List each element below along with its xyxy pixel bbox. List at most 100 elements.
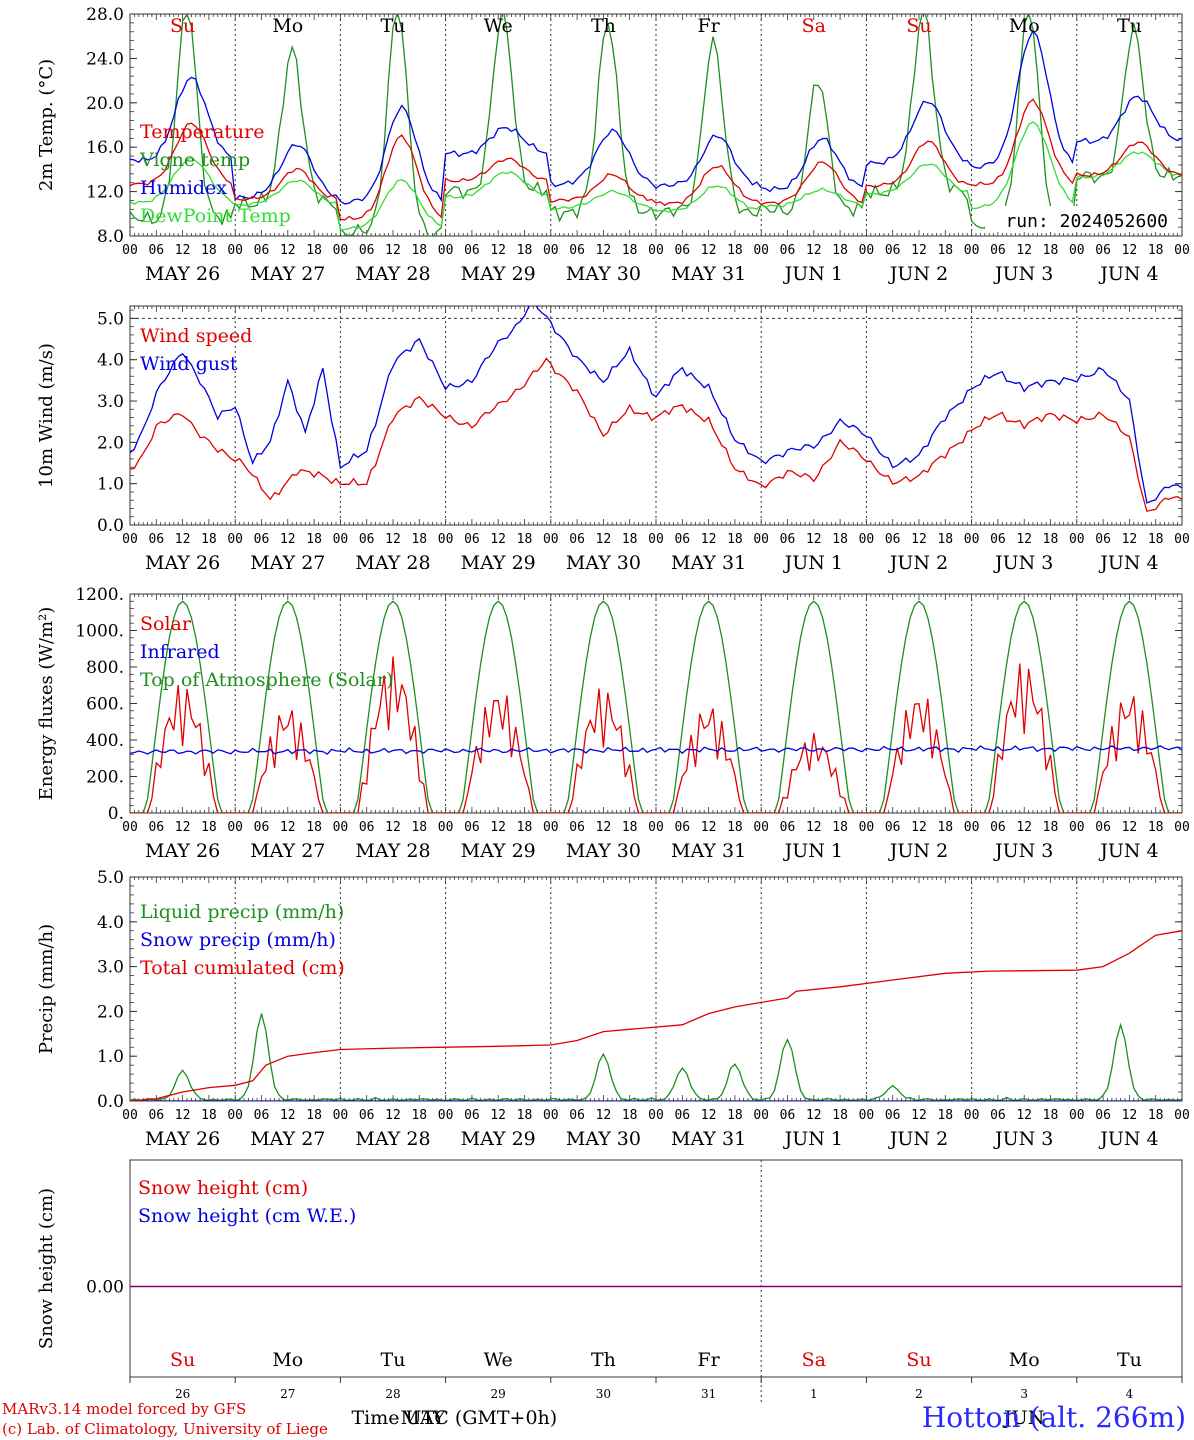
weekday-label: Fr [697,1349,720,1371]
x-hour-label: 06 [148,820,164,835]
x-hour-label: 18 [1043,1108,1059,1123]
x-hour-label: 06 [780,532,796,547]
series-vigne-temp [130,14,1182,236]
y-tick-label: 800. [86,658,124,678]
x-hour-label: 06 [464,243,480,258]
x-hour-label: 18 [622,532,638,547]
series-humidex [130,29,1182,205]
x-hour-label: 06 [674,1108,690,1123]
x-hour-label: 12 [175,1108,191,1123]
x-date-label: JUN 2 [888,1128,948,1150]
legend-entry: Snow height (cm) [138,1177,308,1199]
x-hour-label: 12 [596,243,612,258]
x-hour-label: 00 [227,1108,243,1123]
x-hour-label: 00 [964,1108,980,1123]
x-hour-label: 12 [1122,1108,1138,1123]
x-hour-label: 00 [859,243,875,258]
x-hour-label: 00 [1069,820,1085,835]
x-hour-label: 00 [753,1108,769,1123]
weekday-label: Mo [272,1349,303,1371]
x-hour-label: 00 [1174,820,1190,835]
day-number-label: 31 [701,1387,716,1401]
x-hour-label: 12 [385,1108,401,1123]
legend-entry: Wind speed [140,325,252,347]
x-hour-label: 12 [701,820,717,835]
series-group [130,306,1182,512]
x-hour-label: 12 [490,243,506,258]
x-hour-label: 12 [701,243,717,258]
x-hour-label: 18 [727,820,743,835]
x-hour-label: 00 [648,243,664,258]
x-hour-label: 00 [543,243,559,258]
x-hour-label: 18 [1148,532,1164,547]
x-hour-label: 18 [306,532,322,547]
series-infrared [130,745,1182,755]
weekday-label: Su [906,15,931,37]
x-hour-label: 18 [937,1108,953,1123]
x-hour-label: 00 [964,820,980,835]
series-top-of-atmosphere-solar- [130,600,1182,813]
x-hour-label: 12 [280,532,296,547]
weekday-label: Th [591,1349,616,1371]
weekday-label: Sa [802,15,826,37]
x-date-label: JUN 3 [993,263,1053,285]
x-date-label: JUN 3 [993,840,1053,862]
weekday-label: Tu [381,1349,406,1371]
x-hour-label: 06 [148,1108,164,1123]
y-tick-label: 600. [86,695,124,715]
x-hour-label: 00 [753,820,769,835]
x-hour-label: 00 [1174,532,1190,547]
y-axis-label: 2m Temp. (°C) [36,59,57,191]
x-hour-label: 12 [911,1108,927,1123]
weekday-label: Su [906,1349,931,1371]
x-date-label: MAY 30 [566,552,641,574]
x-hour-label: 06 [148,243,164,258]
x-hour-label: 06 [569,532,585,547]
x-hour-label: 06 [569,243,585,258]
x-hour-label: 12 [911,243,927,258]
x-hour-label: 18 [937,532,953,547]
x-date-label: MAY 29 [461,263,536,285]
x-hour-label: 18 [306,243,322,258]
x-hour-label: 12 [490,532,506,547]
x-hour-label: 06 [990,532,1006,547]
x-hour-label: 06 [569,1108,585,1123]
x-date-label: MAY 30 [566,263,641,285]
x-hour-label: 12 [1016,243,1032,258]
x-date-label: MAY 31 [671,1128,746,1150]
x-hour-label: 00 [1069,532,1085,547]
y-tick-label: 8.0 [97,227,124,247]
x-hour-label: 06 [1095,820,1111,835]
y-tick-label: 20.0 [86,94,124,114]
x-hour-label: 18 [937,820,953,835]
x-hour-label: 00 [753,532,769,547]
series-group [130,14,1182,236]
series-dewpoint-temp [130,121,1182,231]
x-date-label: MAY 31 [671,263,746,285]
weekday-label: We [484,15,513,37]
x-hour-label: 12 [280,1108,296,1123]
x-hour-label: 06 [254,820,270,835]
x-hour-label: 00 [333,820,349,835]
x-hour-label: 06 [990,820,1006,835]
x-hour-label: 12 [701,532,717,547]
run-label-bg [985,206,1177,232]
day-number-label: 3 [1020,1387,1028,1401]
legend-entry: Infrared [140,641,220,663]
x-hour-label: 00 [859,820,875,835]
x-hour-label: 06 [464,820,480,835]
panel-snow: 0.00 Snow height (cm) Snow height (cm) Snow… [36,1159,1183,1429]
legend-entry: Top of Atmosphere (Solar) [140,669,393,691]
y-tick-label: 3.0 [97,958,124,978]
model-credit: MARv3.14 model forced by GFS [2,1400,247,1418]
x-hour-label: 00 [648,1108,664,1123]
x-date-label: MAY 30 [566,1128,641,1150]
x-date-label: JUN 3 [993,552,1053,574]
x-date-label: JUN 4 [1098,1128,1158,1150]
x-hour-label: 12 [701,1108,717,1123]
x-hour-label: 06 [674,820,690,835]
x-hour-label: 06 [254,243,270,258]
legend-entry: Vigne temp [139,149,250,171]
panel-precip: 0.0 1.0 2.0 3.0 4.0 5.0 Precip (mm/h) Liquid pr… [36,868,1190,1150]
